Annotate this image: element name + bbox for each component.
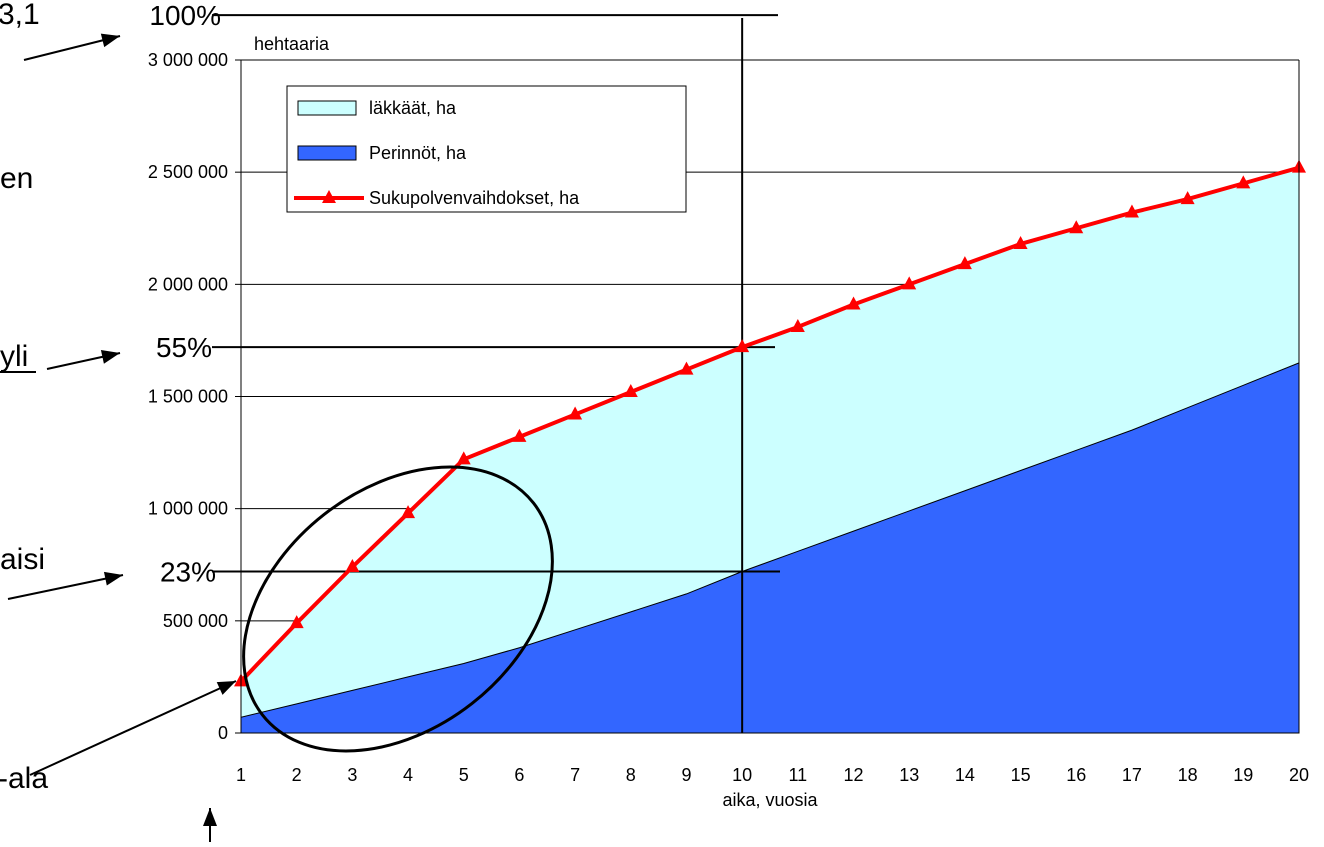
y-tick-label-4: 2 000 000 xyxy=(148,274,228,294)
marker-point-12 xyxy=(846,296,861,310)
legend-label-0: läkkäät, ha xyxy=(369,98,457,118)
x-tick-label-2: 2 xyxy=(292,765,302,785)
marker-point-19 xyxy=(1236,175,1251,189)
marker-point-15 xyxy=(1013,235,1028,249)
marker-point-7 xyxy=(568,406,583,420)
arrow-to-start-head xyxy=(216,681,236,695)
x-tick-label-20: 20 xyxy=(1289,765,1309,785)
annotation-arrows xyxy=(7,33,237,842)
x-tick-label-5: 5 xyxy=(459,765,469,785)
x-tick-label-18: 18 xyxy=(1178,765,1198,785)
marker-point-5 xyxy=(456,451,471,465)
marker-point-14 xyxy=(957,256,972,270)
series-line xyxy=(239,165,1300,683)
x-tick-label-14: 14 xyxy=(955,765,975,785)
x-tick-label-8: 8 xyxy=(626,765,636,785)
y-tick-label-1: 500 000 xyxy=(163,611,228,631)
arrow-to-23-shaft xyxy=(7,574,124,600)
legend-label-1: Perinnöt, ha xyxy=(369,143,467,163)
line-series xyxy=(234,159,1306,687)
percent-annotations: 100% 55% 23% xyxy=(149,0,221,587)
x-tick-label-13: 13 xyxy=(899,765,919,785)
marker-point-9 xyxy=(679,361,694,375)
x-tick-label-9: 9 xyxy=(681,765,691,785)
legend-marker-2 xyxy=(322,190,336,203)
marker-point-11 xyxy=(790,318,805,332)
x-axis-title: aika, vuosia xyxy=(722,790,818,810)
axes xyxy=(235,59,1300,734)
reference-lines xyxy=(212,14,780,733)
marker-point-3 xyxy=(345,558,360,572)
arrow-up-year1-head xyxy=(203,808,217,826)
side-text-top: 3,1 xyxy=(0,0,40,31)
arrow-to-100-head xyxy=(100,33,120,48)
highlight-ellipse-shape xyxy=(242,465,554,753)
marker-point-17 xyxy=(1124,204,1139,218)
marker-point-2 xyxy=(289,615,304,629)
side-text-aisi: aisi xyxy=(0,543,45,576)
x-tick-label-10: 10 xyxy=(732,765,752,785)
legend-swatch-0 xyxy=(297,100,357,116)
marker-point-18 xyxy=(1180,191,1195,205)
legend-label-2: Sukupolvenvaihdokset, ha xyxy=(369,188,580,208)
x-tick-label-11: 11 xyxy=(788,765,807,785)
x-tick-label-1: 1 xyxy=(236,765,246,785)
x-tick-label-4: 4 xyxy=(403,765,413,785)
y-tick-label-2: 1 000 000 xyxy=(148,499,228,519)
y-tick-label-3: 1 500 000 xyxy=(148,387,228,407)
x-tick-label-12: 12 xyxy=(844,765,864,785)
axis-titles: hehtaaria aika, vuosia xyxy=(254,34,819,810)
annotation-label-1: 55% xyxy=(156,332,212,363)
x-tick-label-3: 3 xyxy=(347,765,357,785)
marker-point-13 xyxy=(902,276,917,290)
x-tick-label-16: 16 xyxy=(1066,765,1086,785)
side-text-ala: -ala xyxy=(0,762,48,795)
arrow-to-55-head xyxy=(100,350,120,364)
marker-point-6 xyxy=(512,428,527,442)
area-perinnöt-ha xyxy=(240,362,1300,734)
annotation-label-0: 100% xyxy=(149,0,221,31)
y-tick-label-0: 0 xyxy=(218,723,228,743)
x-tick-labels: 1 2 3 4 5 6 7 8 9 10 11 12 13 14 15 16 17 18 19 20 xyxy=(236,765,1309,785)
marker-point-4 xyxy=(401,505,416,519)
marker-point-16 xyxy=(1069,220,1084,234)
side-text-yli: yli xyxy=(0,340,28,373)
x-tick-label-6: 6 xyxy=(514,765,524,785)
marker-point-8 xyxy=(623,384,638,398)
legend: läkkäät, ha Perinnöt, ha Sukupolvenvaihdok… xyxy=(286,85,687,213)
slide-side-text: 3,1 en yli aisi -ala xyxy=(0,0,48,795)
y-axis-title: hehtaaria xyxy=(254,34,330,54)
marker-point-10 xyxy=(735,339,750,353)
highlight-ellipse xyxy=(242,465,554,753)
annotation-label-2: 23% xyxy=(160,556,216,587)
y-tick-label-5: 2 500 000 xyxy=(148,162,228,182)
side-text-en: en xyxy=(0,162,33,195)
x-tick-label-19: 19 xyxy=(1233,765,1253,785)
legend-swatch-1 xyxy=(297,145,357,161)
y-tick-labels: 0 500 000 1 000 000 1 500 000 2 000 000 2 500… xyxy=(148,50,228,743)
x-tick-label-17: 17 xyxy=(1122,765,1142,785)
arrow-to-start-shaft xyxy=(29,680,237,776)
arrow-to-23-head xyxy=(103,571,123,586)
y-tick-label-6: 3 000 000 xyxy=(148,50,228,70)
x-tick-label-15: 15 xyxy=(1011,765,1031,785)
x-tick-label-7: 7 xyxy=(570,765,580,785)
